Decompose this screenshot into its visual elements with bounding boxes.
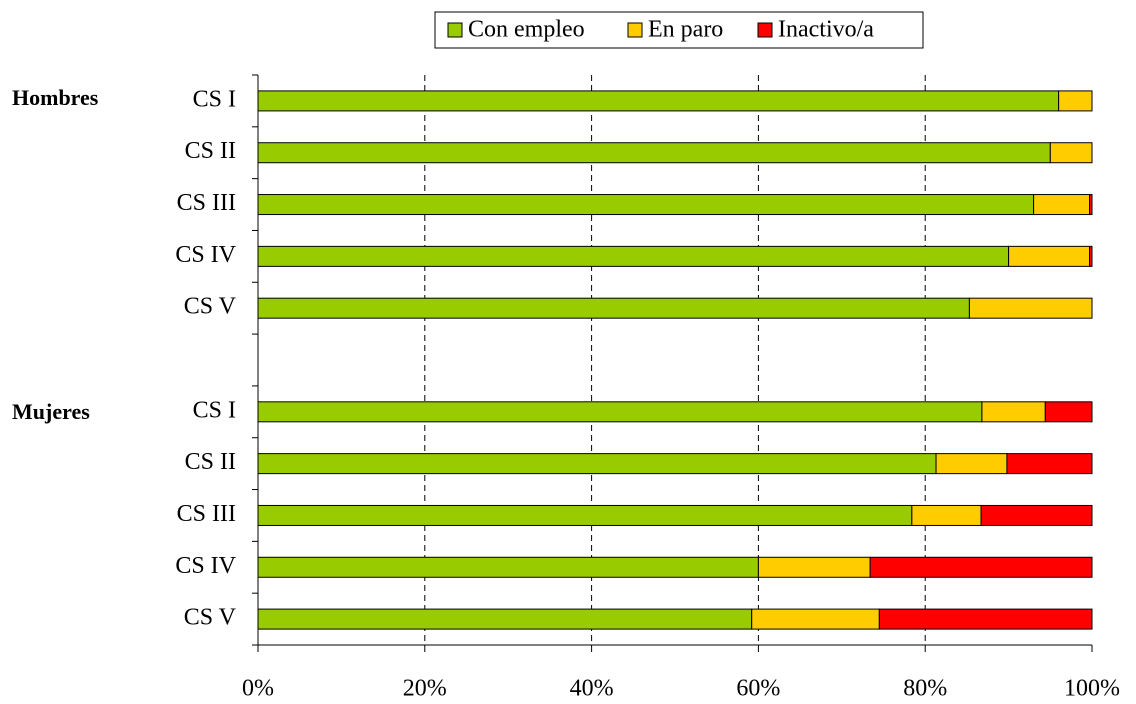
legend-box xyxy=(434,11,924,49)
bar-segment xyxy=(257,608,753,630)
bar-segment xyxy=(751,608,880,630)
x-tick-label: 100% xyxy=(1064,676,1120,702)
bar-segment xyxy=(257,90,1060,112)
y-tick-label: CS III xyxy=(177,501,236,527)
bar-segment xyxy=(257,453,937,475)
x-tick-label: 0% xyxy=(242,676,274,702)
bar-segment xyxy=(1044,401,1093,423)
bar-segment xyxy=(1049,142,1093,164)
legend-label: En paro xyxy=(648,17,723,43)
bar-segment xyxy=(1008,245,1090,267)
bar-segment xyxy=(1033,194,1090,216)
bar-segment xyxy=(257,245,1010,267)
bar-segment xyxy=(1058,90,1093,112)
bar-segment xyxy=(257,142,1051,164)
y-tick-label: CS V xyxy=(184,294,237,320)
x-tick-label: 60% xyxy=(736,676,780,702)
bar-segment xyxy=(869,556,1093,578)
bar-segment xyxy=(257,504,913,526)
group-label: Mujeres xyxy=(12,399,90,424)
legend-swatch xyxy=(447,22,463,38)
bar-segment xyxy=(1088,245,1093,267)
bar-segment xyxy=(257,297,970,319)
y-tick-label: CS I xyxy=(193,397,236,423)
bar-segment xyxy=(878,608,1093,630)
bar-segment xyxy=(257,556,759,578)
bar-segment xyxy=(757,556,871,578)
y-tick-label: CS III xyxy=(177,190,236,216)
y-tick-label: CS II xyxy=(185,138,236,164)
bar-segment xyxy=(968,297,1093,319)
bar-segment xyxy=(1088,194,1093,216)
bar-segment xyxy=(257,401,983,423)
y-tick-label: CS II xyxy=(185,449,236,475)
legend-swatch xyxy=(627,22,643,38)
bar-segment xyxy=(980,504,1093,526)
x-tick-label: 80% xyxy=(903,676,947,702)
y-tick-label: CS IV xyxy=(175,553,236,579)
bar-segment xyxy=(257,194,1035,216)
y-tick-label: CS IV xyxy=(175,242,236,268)
legend-swatch xyxy=(757,22,773,38)
group-label: Hombres xyxy=(12,85,99,110)
legend-label: Con empleo xyxy=(468,17,585,43)
bar-segment xyxy=(935,453,1008,475)
bar-segment xyxy=(981,401,1046,423)
y-tick-label: CS I xyxy=(193,86,236,112)
legend-label: Inactivo/a xyxy=(778,17,874,43)
x-tick-label: 40% xyxy=(570,676,614,702)
bar-segment xyxy=(911,504,982,526)
x-tick-label: 20% xyxy=(403,676,447,702)
bar-segment xyxy=(1006,453,1093,475)
y-tick-label: CS V xyxy=(184,605,237,631)
